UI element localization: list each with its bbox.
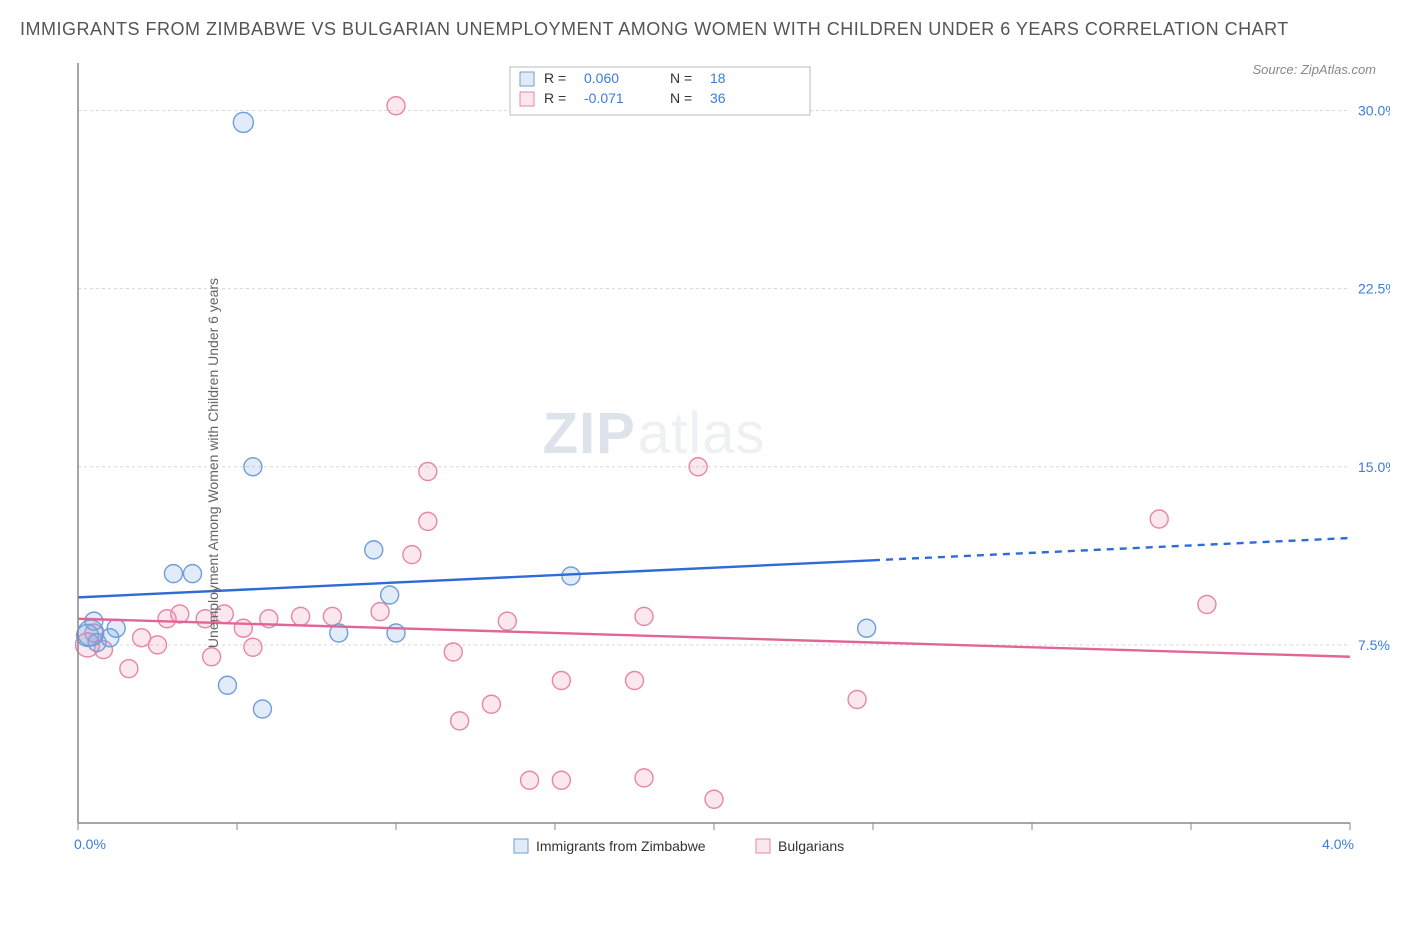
bottom-legend-swatch-bulgarians [756, 839, 770, 853]
data-point-zimbabwe [164, 565, 182, 583]
y-tick-label: 30.0% [1358, 103, 1390, 119]
data-point-zimbabwe [387, 624, 405, 642]
data-point-bulgarians [705, 790, 723, 808]
data-point-bulgarians [323, 607, 341, 625]
data-point-bulgarians [482, 695, 500, 713]
data-point-bulgarians [419, 512, 437, 530]
data-point-bulgarians [552, 771, 570, 789]
legend-swatch-bulgarians [520, 92, 534, 106]
y-tick-label: 7.5% [1358, 637, 1390, 653]
legend-n-value: 36 [710, 90, 726, 106]
scatter-plot-svg: 7.5% 15.0% 22.5% 30.0% ZIPatlas 0.0% 4.0% R = 0… [20, 53, 1390, 873]
data-point-bulgarians [635, 607, 653, 625]
data-point-zimbabwe [858, 619, 876, 637]
x-tick-label: 4.0% [1322, 836, 1354, 852]
data-point-bulgarians [403, 546, 421, 564]
data-point-bulgarians [689, 458, 707, 476]
data-point-zimbabwe [244, 458, 262, 476]
legend-r-label: R = [544, 70, 566, 86]
chart-title: IMMIGRANTS FROM ZIMBABWE VS BULGARIAN UN… [20, 16, 1386, 43]
data-point-bulgarians [498, 612, 516, 630]
data-point-bulgarians [244, 638, 262, 656]
data-point-zimbabwe [218, 676, 236, 694]
data-point-zimbabwe [233, 112, 253, 132]
legend-r-value: -0.071 [584, 90, 624, 106]
legend-r-value: 0.060 [584, 70, 619, 86]
y-tick-label: 22.5% [1358, 281, 1390, 297]
bottom-legend-label-zimbabwe: Immigrants from Zimbabwe [536, 838, 706, 854]
watermark: ZIPatlas [543, 401, 766, 466]
bottom-legend-swatch-zimbabwe [514, 839, 528, 853]
data-point-bulgarians [203, 648, 221, 666]
data-point-zimbabwe [183, 565, 201, 583]
data-point-zimbabwe [78, 620, 104, 646]
trend-line-dashed-zimbabwe [873, 538, 1350, 560]
data-point-bulgarians [292, 607, 310, 625]
trend-line-bulgarians [78, 619, 1350, 657]
data-point-bulgarians [451, 712, 469, 730]
data-point-zimbabwe [365, 541, 383, 559]
data-point-bulgarians [120, 660, 138, 678]
legend-r-label: R = [544, 90, 566, 106]
data-point-bulgarians [635, 769, 653, 787]
data-point-bulgarians [444, 643, 462, 661]
data-point-bulgarians [171, 605, 189, 623]
legend-n-value: 18 [710, 70, 726, 86]
legend-n-label: N = [670, 90, 692, 106]
data-point-zimbabwe [107, 619, 125, 637]
data-point-bulgarians [1150, 510, 1168, 528]
chart-area: Unemployment Among Women with Children U… [20, 53, 1386, 873]
data-point-bulgarians [521, 771, 539, 789]
y-axis-label: Unemployment Among Women with Children U… [205, 278, 221, 648]
data-point-bulgarians [419, 463, 437, 481]
data-point-bulgarians [848, 691, 866, 709]
data-point-bulgarians [626, 672, 644, 690]
legend-n-label: N = [670, 70, 692, 86]
bottom-legend-label-bulgarians: Bulgarians [778, 838, 844, 854]
data-point-bulgarians [1198, 596, 1216, 614]
data-point-bulgarians [552, 672, 570, 690]
data-point-bulgarians [234, 619, 252, 637]
legend-swatch-zimbabwe [520, 72, 534, 86]
data-point-zimbabwe [562, 567, 580, 585]
data-point-zimbabwe [381, 586, 399, 604]
y-tick-label: 15.0% [1358, 459, 1390, 475]
data-point-bulgarians [149, 636, 167, 654]
data-point-zimbabwe [253, 700, 271, 718]
data-point-bulgarians [387, 97, 405, 115]
x-tick-label: 0.0% [74, 836, 106, 852]
data-point-bulgarians [371, 603, 389, 621]
